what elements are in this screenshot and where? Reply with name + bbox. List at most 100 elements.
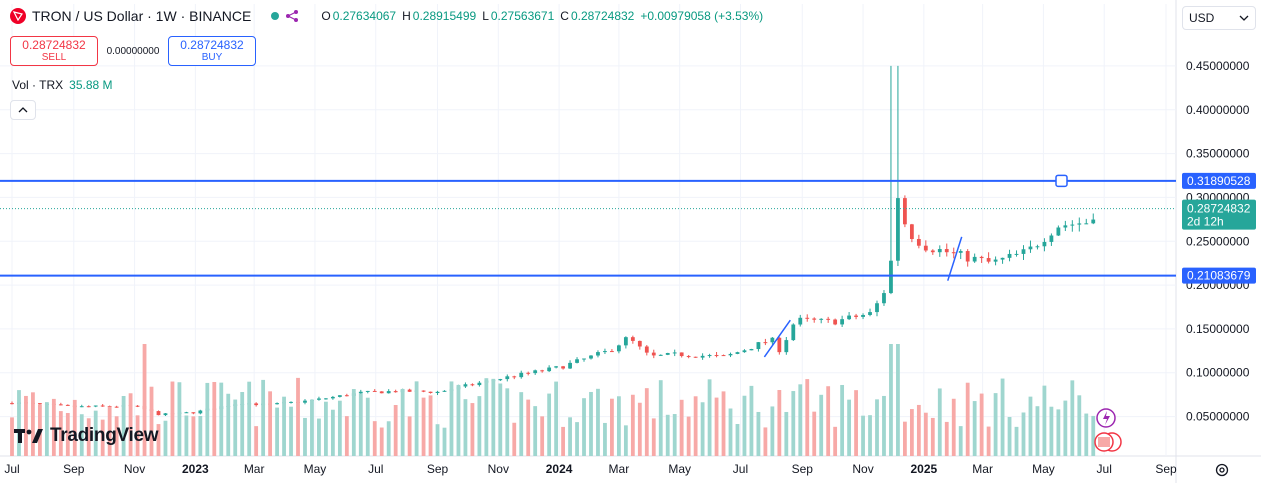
candle-body <box>644 346 649 353</box>
volume-bar <box>1091 415 1096 456</box>
candle-body <box>596 352 600 356</box>
candle-body <box>582 358 586 360</box>
candle-body <box>470 384 475 386</box>
candle-body <box>589 355 593 359</box>
candle-body <box>1028 246 1033 250</box>
volume-bar <box>414 381 419 456</box>
volume-bar <box>575 422 579 456</box>
candle-body <box>114 406 119 408</box>
volume-bar <box>170 381 175 456</box>
volume-bar <box>268 391 273 456</box>
candle-body <box>749 349 754 351</box>
candle-body <box>861 314 865 317</box>
x-tick-label: Mar <box>972 462 993 476</box>
candle-body <box>847 315 851 320</box>
tron-logo-icon <box>10 8 26 24</box>
candle-body <box>714 355 719 357</box>
volume-bar <box>603 422 607 456</box>
open-value: 0.27634067 <box>332 9 397 23</box>
candle-body <box>1063 225 1068 228</box>
candle-body <box>679 352 684 357</box>
x-tick-label: May <box>668 462 691 476</box>
spread-value: 0.00000000 <box>106 45 160 57</box>
high-label: H <box>402 9 411 23</box>
candle-body <box>770 337 775 343</box>
volume-bar <box>763 427 768 456</box>
volume-bar <box>1084 413 1089 456</box>
x-tick-label: Jul <box>368 462 383 476</box>
candle-body <box>665 352 670 355</box>
candle-body <box>637 340 642 347</box>
volume-bar <box>330 409 335 456</box>
volume-bar <box>10 417 14 456</box>
volume-bar <box>805 379 810 456</box>
volume-bar <box>400 388 405 456</box>
candle-body <box>875 303 879 313</box>
volume-bar <box>386 421 391 456</box>
legend-header: TRON / US Dollar · 1W · BINANCE O 0.27634… <box>10 8 767 24</box>
volume-bar <box>526 399 531 456</box>
volume-bar <box>903 421 907 456</box>
volume-bar <box>651 418 656 456</box>
line-drag-handle[interactable] <box>1055 174 1068 188</box>
volume-bar <box>344 416 349 456</box>
low-label: L <box>482 9 489 23</box>
x-tick-label: Sep <box>63 462 85 476</box>
volume-bar <box>749 385 754 456</box>
x-tick-label: Nov <box>124 462 145 476</box>
volume-bar <box>909 409 914 456</box>
volume-bar <box>79 414 84 456</box>
tradingview-logo[interactable]: TradingView <box>14 425 159 447</box>
volume-bar <box>623 425 628 456</box>
currency-select[interactable]: USD <box>1182 6 1256 30</box>
candle-body <box>540 370 545 372</box>
sell-button[interactable]: 0.28724832 SELL <box>10 36 98 66</box>
candle-body <box>742 350 747 353</box>
volume-bar <box>861 415 865 456</box>
open-label: O <box>321 9 331 23</box>
volume-legend[interactable]: Vol · TRX 35.88 M <box>12 78 113 92</box>
volume-bar <box>93 410 98 456</box>
candle-body <box>58 404 63 406</box>
share-icon[interactable] <box>285 9 299 23</box>
volume-bar <box>149 386 154 456</box>
buy-price: 0.28724832 <box>180 38 244 52</box>
trend-line[interactable] <box>947 236 963 281</box>
volume-bar <box>51 398 56 456</box>
candle-body <box>958 251 963 253</box>
candle-body <box>289 401 293 403</box>
volume-bar <box>303 417 307 456</box>
volume-bar <box>944 421 949 456</box>
candle-body <box>344 395 349 397</box>
trend-line[interactable] <box>763 319 791 358</box>
volume-bar <box>72 399 77 456</box>
volume-bar <box>742 395 747 456</box>
settings-gear-icon[interactable] <box>1212 460 1232 480</box>
volume-bar <box>937 388 942 456</box>
last-price-label-bg <box>1182 199 1256 230</box>
volume-bar <box>142 344 147 456</box>
volume-bar <box>547 393 552 456</box>
candle-body <box>421 390 426 392</box>
volume-bar <box>882 395 886 456</box>
candle-body <box>358 391 363 394</box>
collapse-legend-button[interactable] <box>10 100 36 120</box>
lightning-bolt-icon <box>1103 411 1110 425</box>
candle-body <box>819 318 824 320</box>
volume-bar <box>107 406 112 456</box>
buy-button[interactable]: 0.28724832 BUY <box>168 36 256 66</box>
volume-bar <box>986 426 991 456</box>
volume-bar <box>958 426 963 456</box>
volume-bar <box>519 392 524 456</box>
candle-body <box>100 405 105 407</box>
candle-body <box>505 376 510 380</box>
candle-body <box>986 258 991 262</box>
volume-bar <box>735 424 740 456</box>
symbol-title[interactable]: TRON / US Dollar · 1W · BINANCE <box>32 8 252 24</box>
candle-body <box>393 391 398 393</box>
low-value: 0.27563671 <box>490 9 555 23</box>
volume-bar <box>219 382 224 456</box>
candle-body <box>93 405 98 407</box>
candle-body <box>324 398 328 400</box>
